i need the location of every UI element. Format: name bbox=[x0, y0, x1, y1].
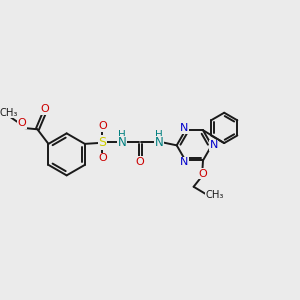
Text: O: O bbox=[198, 169, 207, 178]
Text: O: O bbox=[17, 118, 26, 128]
Text: N: N bbox=[180, 124, 189, 134]
Text: O: O bbox=[98, 122, 107, 131]
Text: O: O bbox=[98, 154, 107, 164]
Text: O: O bbox=[40, 104, 49, 115]
Text: S: S bbox=[98, 136, 106, 149]
Text: N: N bbox=[180, 157, 189, 167]
Text: N: N bbox=[155, 136, 164, 149]
Text: N: N bbox=[209, 140, 218, 150]
Text: O: O bbox=[136, 157, 145, 167]
Text: CH₃: CH₃ bbox=[206, 190, 224, 200]
Text: H: H bbox=[118, 130, 126, 140]
Text: CH₃: CH₃ bbox=[0, 108, 18, 118]
Text: N: N bbox=[118, 136, 126, 149]
Text: H: H bbox=[155, 130, 163, 140]
